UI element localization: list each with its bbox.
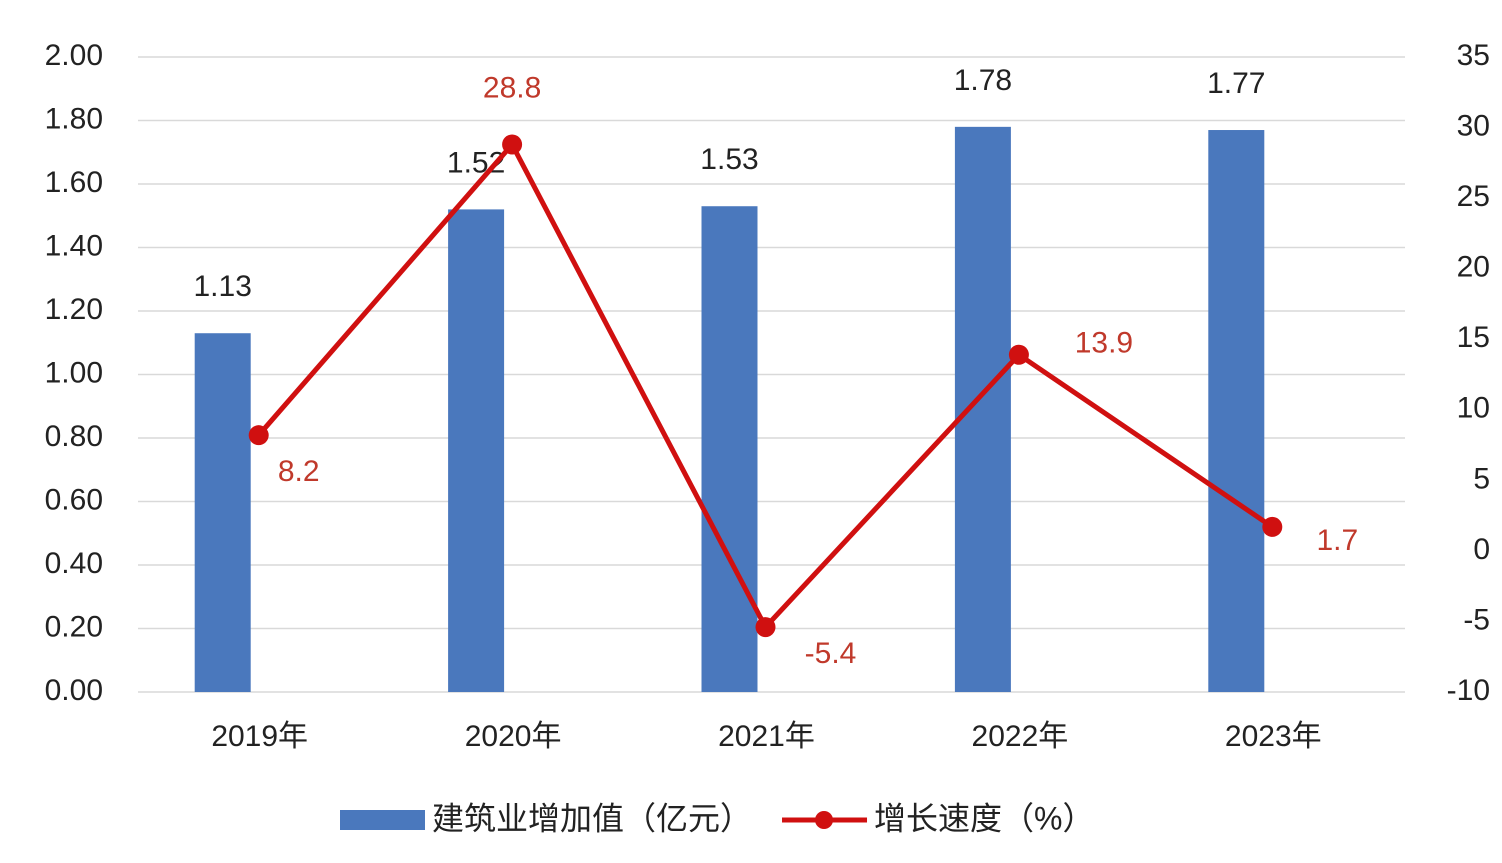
y-tick-label: 0.20 — [45, 610, 103, 643]
y2-tick-label: 20 — [1457, 251, 1490, 284]
line-value-label: 28.8 — [483, 71, 541, 104]
y-tick-label: 1.40 — [45, 229, 103, 262]
x-tick-label: 2019年 — [211, 720, 308, 753]
bar-value-label: 1.78 — [954, 64, 1012, 97]
legend-swatch — [340, 810, 425, 830]
y2-tick-label: 35 — [1457, 39, 1490, 72]
bar — [1208, 130, 1265, 692]
bar — [954, 126, 1011, 693]
y-tick-label: 1.20 — [45, 293, 103, 326]
y2-tick-label: 10 — [1457, 392, 1490, 425]
line-marker — [248, 425, 269, 446]
line-marker — [1008, 344, 1029, 365]
x-tick-label: 2021年 — [718, 720, 815, 753]
x-tick-label: 2020年 — [465, 720, 562, 753]
y2-tick-label: 30 — [1457, 109, 1490, 142]
line — [256, 140, 1274, 632]
y-tick-label: 0.00 — [45, 674, 103, 707]
y-tick-label: 0.60 — [45, 483, 103, 516]
line-value-label: 8.2 — [278, 455, 320, 488]
line-marker — [755, 617, 776, 638]
y-tick-label: 0.40 — [45, 547, 103, 580]
x-tick-label: 2023年 — [1225, 720, 1322, 753]
bar — [448, 209, 505, 692]
y2-tick-label: -10 — [1447, 674, 1490, 707]
line-marker — [502, 134, 523, 155]
bar — [194, 333, 251, 692]
y-tick-label: 2.00 — [45, 39, 103, 72]
y-tick-label: 0.80 — [45, 420, 103, 453]
line-value-label: 1.7 — [1316, 524, 1358, 557]
legend-label: 建筑业增加值（亿元） — [432, 800, 752, 836]
line-value-label: 13.9 — [1075, 327, 1133, 360]
y-tick-label: 1.80 — [45, 102, 103, 135]
y-tick-label: 1.60 — [45, 166, 103, 199]
line-value-label: -5.4 — [805, 637, 857, 670]
bar-value-label: 1.13 — [194, 270, 252, 303]
y2-tick-label: -5 — [1463, 603, 1490, 636]
bar-value-label: 1.53 — [700, 143, 758, 176]
legend-label: 增长速度（%） — [874, 800, 1094, 836]
y2-tick-label: 25 — [1457, 180, 1490, 213]
legend-swatch-marker — [815, 811, 834, 829]
y2-tick-label: 15 — [1457, 321, 1490, 354]
x-tick-label: 2022年 — [972, 720, 1069, 753]
y2-tick-label: 5 — [1473, 462, 1490, 495]
y-tick-label: 1.00 — [45, 356, 103, 389]
bar — [701, 206, 758, 692]
y2-tick-label: 0 — [1473, 533, 1490, 566]
line-marker — [1262, 516, 1283, 537]
bar-value-label: 1.77 — [1207, 67, 1265, 100]
